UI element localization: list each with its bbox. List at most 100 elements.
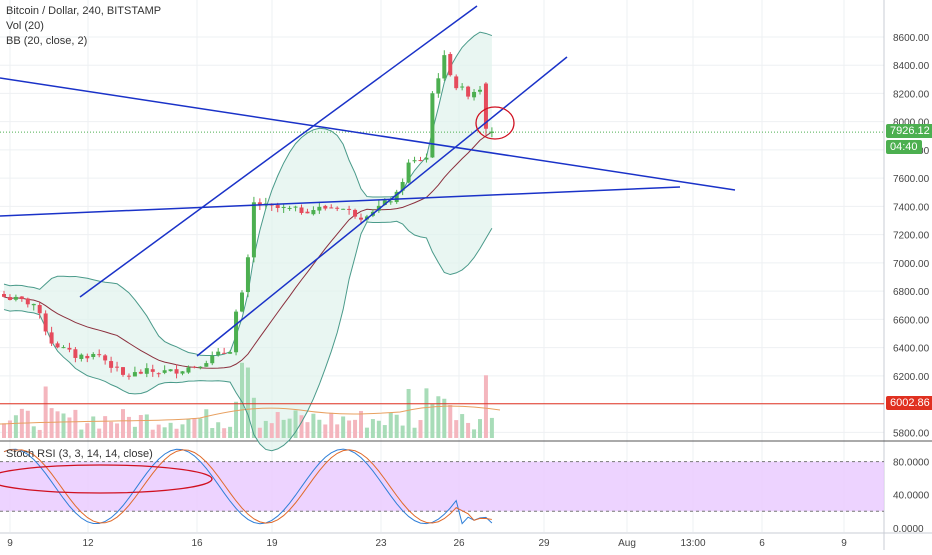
volume-bar [103,416,108,438]
bb-basis-line [3,131,493,369]
candle-body [162,370,167,373]
volume-bar [436,396,441,438]
volume-bar [115,423,120,438]
candle-body [478,89,482,92]
candle-body [31,303,36,306]
volume-ma-line [0,405,501,425]
y-tick-label: 6200.00 [893,372,930,383]
volume-bar [138,415,143,438]
candle-body [204,363,209,367]
y-tick-label: 6600.00 [893,315,930,326]
volume-bar [472,429,477,438]
x-tick-label: 19 [266,538,278,549]
candle-body [61,347,66,349]
bb-fill [4,32,492,451]
volume-bar [156,424,161,438]
trend-line [196,56,568,357]
candle-body [222,352,227,354]
candle-body [210,355,215,364]
candle-body [359,217,363,220]
volume-bar [454,420,459,438]
candle-body [442,55,447,79]
trend-line [0,186,681,217]
y-tick-label: 8200.00 [893,89,930,100]
candle-body [73,349,78,358]
volume-bar [287,418,292,438]
candle-body [7,297,12,301]
volume-bar [406,388,411,438]
volume-bar [442,398,447,438]
x-tick-label: 13:00 [680,538,705,549]
volume-bar [489,417,494,438]
y-tick-label: 8000.00 [893,118,930,129]
candle-body [121,367,125,375]
y-tick-label: 8600.00 [893,33,930,44]
candle-body [448,54,453,76]
y-tick-label: 5800.00 [893,428,930,439]
trend-line [0,77,736,191]
candle-body [234,311,239,353]
candle-body [418,160,423,162]
candle-body [466,86,471,97]
volume-bar [359,410,363,438]
volume-bar [388,412,393,438]
volume-bar [460,414,465,438]
volume-bar [180,424,185,438]
candle-body [281,206,286,208]
volume-bar [13,415,18,438]
candle-body [424,157,429,160]
candle-body [150,369,155,372]
candle-body [299,207,304,213]
y-tick-label: 7400.00 [893,202,930,213]
candle-body [483,83,488,129]
stoch-annotation-ellipse [0,464,213,494]
volume-bar [126,416,131,438]
candle-body [55,343,60,348]
volume-bar [275,412,280,438]
volume-bar [109,421,114,438]
support-price-tag: 6002.86 [886,395,932,410]
x-tick-label: 23 [375,538,387,549]
volume-bar [49,408,54,438]
volume-bar [216,422,221,438]
candle-body [412,160,417,162]
candle-body [109,361,114,368]
volume-bar [424,388,429,438]
candle-body [216,351,221,356]
candle-body [287,207,292,209]
volume-bar [222,428,227,438]
volume-bar [364,427,369,438]
candle-body [144,368,149,374]
candle-body [103,355,108,361]
volume-bar [400,425,405,438]
volume-bar [311,413,316,438]
candle-body [115,366,120,368]
x-tick-label: 26 [453,538,465,549]
candle-body [85,355,90,359]
candle-body [454,76,459,89]
volume-bar [329,412,334,438]
volume-bar [412,427,417,438]
volume-bar [168,422,173,438]
stoch-y-tick-label: 80.0000 [893,458,930,469]
candle-body [228,352,233,354]
volume-bar [174,428,179,438]
y-tick-label: 6800.00 [893,287,930,298]
volume-bar [67,417,72,438]
candle-body [394,191,399,203]
volume-bar [448,404,453,438]
volume-bar [269,423,274,438]
y-tick-label: 6400.00 [893,344,930,355]
volume-bar [234,401,239,438]
candle-body [174,369,179,374]
stoch-y-tick-label: 40.0000 [893,491,930,502]
volume-bar [251,397,256,438]
volume-bar [466,422,471,438]
volume-bar [61,413,66,438]
volume-bar [335,424,340,438]
volume-bar [150,429,155,438]
candle-body [240,292,244,312]
volume-bar [281,419,286,438]
